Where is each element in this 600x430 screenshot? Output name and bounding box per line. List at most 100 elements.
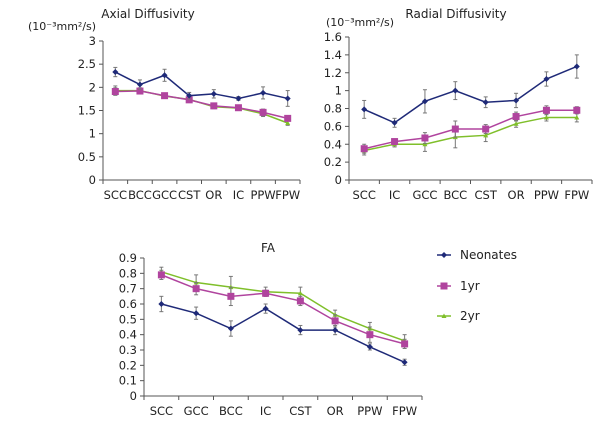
series-line xyxy=(114,71,288,100)
axial-unit-label: (10⁻³mm²/s) xyxy=(28,20,96,33)
y-tick-label: 0.6 xyxy=(324,119,342,133)
series-line xyxy=(363,65,578,124)
data-point xyxy=(158,301,165,307)
x-tick-label: CST xyxy=(178,188,201,202)
series-1yr xyxy=(111,87,292,122)
y-tick-label: 0.2 xyxy=(119,358,137,372)
radial-title: Radial Diffusivity xyxy=(405,7,506,21)
x-tick-label: GCC xyxy=(412,188,437,202)
legend-item-1yr: 1yr xyxy=(437,279,480,293)
x-tick-label: SCC xyxy=(104,188,127,202)
fa-title: FA xyxy=(261,241,276,255)
data-point xyxy=(296,297,304,305)
data-point xyxy=(259,108,267,116)
y-tick-label: 0.4 xyxy=(119,328,137,342)
y-tick-label: 0.5 xyxy=(119,312,137,326)
data-point xyxy=(513,97,520,104)
data-point xyxy=(235,95,242,102)
x-tick-label: BCC xyxy=(443,188,467,202)
x-tick-label: SCC xyxy=(150,404,173,418)
data-point xyxy=(391,119,398,126)
y-tick-label: 0.4 xyxy=(324,137,342,151)
y-tick-label: 0.8 xyxy=(324,102,342,116)
data-point xyxy=(512,113,520,121)
y-tick-label: 1.6 xyxy=(324,30,342,44)
data-point xyxy=(331,317,339,325)
data-point xyxy=(401,340,409,348)
data-point xyxy=(297,327,304,334)
data-point xyxy=(260,89,267,96)
data-point xyxy=(262,289,270,297)
data-point xyxy=(193,310,200,317)
y-tick-label: 0.8 xyxy=(119,266,137,280)
x-tick-label: CST xyxy=(475,188,498,202)
y-tick-label: 0.2 xyxy=(324,155,342,169)
y-tick-label: 1.4 xyxy=(324,48,342,62)
data-point xyxy=(111,88,119,96)
y-tick-label: 1 xyxy=(89,127,96,141)
legend-label-1yr: 1yr xyxy=(460,279,480,293)
data-point xyxy=(210,90,217,97)
data-point xyxy=(421,98,428,105)
x-tick-label: IC xyxy=(389,188,400,202)
x-tick-label: SCC xyxy=(353,188,376,202)
y-tick-label: 0.5 xyxy=(78,150,96,164)
data-point xyxy=(482,99,489,106)
data-point xyxy=(234,104,242,112)
y-tick-label: 0.7 xyxy=(119,282,137,296)
data-point xyxy=(391,138,399,146)
series-line xyxy=(161,303,405,363)
y-tick-label: 0 xyxy=(335,173,342,187)
radial-chart: Radial Diffusivity (10⁻³mm²/s) 0 0.2 0.4 0.… xyxy=(324,7,593,202)
data-point xyxy=(361,106,368,113)
data-point xyxy=(161,72,168,79)
radial-unit-label: (10⁻³mm²/s) xyxy=(326,16,394,29)
data-point xyxy=(285,120,291,126)
series-neonates xyxy=(361,54,580,128)
data-point xyxy=(284,114,292,122)
data-point xyxy=(401,359,408,366)
x-tick-label: PPW xyxy=(357,404,382,418)
series-neonates xyxy=(158,295,408,366)
y-tick-label: 0 xyxy=(89,173,96,187)
x-tick-label: FPW xyxy=(392,404,417,418)
axial-chart: Axial Diffusivity (10⁻³mm²/s) 0 0.5 1 1.5 2 2… xyxy=(28,7,301,202)
series-line xyxy=(115,90,288,120)
x-tick-label: OR xyxy=(508,188,525,202)
data-point xyxy=(157,271,165,279)
y-tick-label: 0.1 xyxy=(119,374,137,388)
data-point xyxy=(186,92,193,99)
y-tick-label: 3 xyxy=(89,34,96,48)
data-point xyxy=(297,290,303,296)
data-point xyxy=(192,285,200,293)
series-1yr xyxy=(157,269,409,349)
series-neonates xyxy=(112,66,291,107)
y-tick-label: 1.2 xyxy=(324,66,342,80)
y-tick-label: 0.9 xyxy=(119,251,137,265)
legend-item-neonates: Neonates xyxy=(437,248,517,262)
x-tick-label: FPW xyxy=(275,188,300,202)
series-1yr xyxy=(360,105,581,154)
y-tick-label: 2 xyxy=(89,80,96,94)
data-point xyxy=(452,87,459,94)
data-point xyxy=(136,87,144,95)
data-point xyxy=(227,325,234,332)
data-point xyxy=(451,125,459,133)
x-tick-label: IC xyxy=(233,188,244,202)
data-point xyxy=(227,292,235,300)
y-tick-label: 1.5 xyxy=(78,104,96,118)
data-point xyxy=(543,114,549,120)
data-point xyxy=(360,145,368,153)
data-point xyxy=(573,106,581,114)
data-point xyxy=(482,125,490,133)
legend-label-2yr: 2yr xyxy=(460,309,480,323)
data-point xyxy=(543,76,550,83)
data-point xyxy=(185,96,193,104)
x-tick-label: GCC xyxy=(152,188,177,202)
y-tick-label: 0.3 xyxy=(119,343,137,357)
legend-marker-2yr xyxy=(441,313,447,318)
data-point xyxy=(573,63,580,70)
data-point xyxy=(332,327,339,334)
data-point xyxy=(161,92,169,100)
